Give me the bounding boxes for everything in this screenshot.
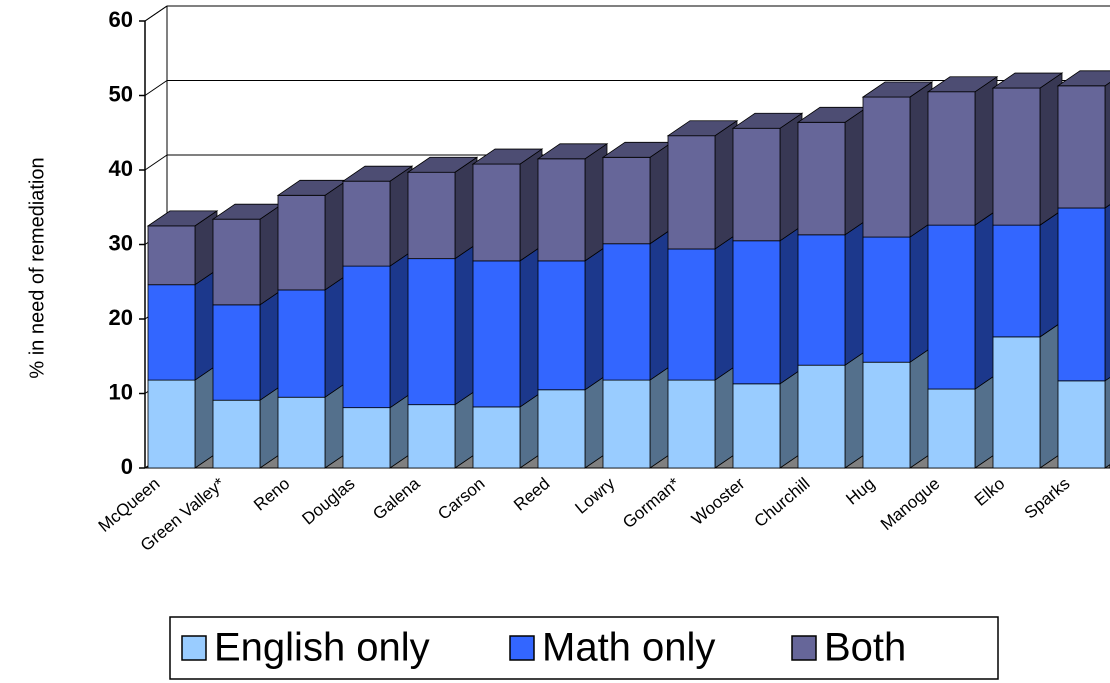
bar: [602, 379, 651, 469]
legend-swatch: [181, 635, 207, 661]
bar: [407, 404, 456, 469]
y-tick-label: 10: [109, 379, 133, 404]
bar: [147, 284, 196, 381]
bar: [797, 234, 846, 366]
bar: [1057, 380, 1106, 469]
bar-top: [1056, 70, 1110, 87]
bar: [732, 383, 781, 469]
bar: [537, 260, 586, 391]
bar: [992, 87, 1041, 226]
bar: [342, 407, 391, 469]
y-tick-label: 60: [109, 7, 133, 32]
y-tick-label: 0: [121, 454, 133, 479]
x-tick-label: Reed: [510, 474, 553, 515]
bar: [992, 224, 1041, 338]
bar-top: [666, 120, 739, 137]
x-tick-label: Reno: [250, 474, 293, 515]
bar-top: [406, 156, 479, 173]
legend-swatch: [509, 635, 535, 661]
bar: [212, 304, 261, 401]
legend-label: Both: [824, 626, 906, 670]
bar: [472, 260, 521, 408]
y-tick-label: 30: [109, 230, 133, 255]
bar-top: [536, 143, 609, 160]
bar-top: [991, 72, 1064, 89]
bar: [212, 218, 261, 306]
bar: [992, 336, 1041, 469]
x-tick-label: Douglas: [298, 474, 358, 529]
bar: [602, 156, 651, 245]
bar-top: [926, 76, 999, 93]
x-tick-label: Carson: [434, 474, 488, 524]
y-tick-label: 40: [109, 156, 133, 181]
bar: [277, 289, 326, 398]
y-axis-label: % in need of remediation: [26, 157, 48, 378]
legend-swatch: [791, 635, 817, 661]
bar: [927, 224, 976, 390]
bar: [797, 364, 846, 469]
bar-side: [1104, 204, 1110, 382]
bar: [732, 240, 781, 385]
bar: [277, 396, 326, 469]
bar-top: [731, 112, 804, 129]
bar: [537, 389, 586, 469]
bar: [537, 158, 586, 262]
bar: [342, 265, 391, 409]
bar: [212, 399, 261, 469]
bar: [862, 96, 911, 238]
bar: [862, 236, 911, 363]
bar: [927, 91, 976, 226]
bar-top: [341, 165, 414, 182]
x-tick-label: Churchill: [751, 474, 814, 531]
bar-side: [1104, 81, 1110, 209]
bar-top: [471, 148, 544, 165]
bar: [472, 163, 521, 262]
x-tick-label: Lowry: [571, 474, 618, 518]
x-tick-label: Elko: [971, 474, 1009, 510]
bar: [1057, 207, 1106, 382]
bar: [1057, 85, 1106, 209]
bar: [472, 406, 521, 469]
x-tick-label: Wooster: [688, 474, 749, 529]
bar: [862, 361, 911, 469]
x-tick-label: Gorman*: [619, 474, 684, 533]
bar: [732, 127, 781, 242]
legend: English only Math only Both: [169, 616, 999, 680]
bar: [407, 171, 456, 260]
x-tick-label: Manogue: [877, 474, 944, 534]
bar: [342, 180, 391, 267]
bar: [407, 258, 456, 406]
bar: [602, 243, 651, 381]
bar: [797, 121, 846, 236]
bar: [667, 379, 716, 469]
bar-side: [1104, 376, 1110, 469]
grid-line: [144, 5, 168, 22]
bar-top: [146, 210, 219, 227]
bar: [927, 388, 976, 469]
x-tick-label: Sparks: [1021, 474, 1074, 523]
bar: [667, 135, 716, 250]
bar: [277, 194, 326, 291]
y-tick-label: 20: [109, 305, 133, 330]
bar: [147, 225, 196, 286]
x-tick-label: Hug: [842, 474, 878, 509]
y-tick-label: 50: [109, 81, 133, 106]
bar: [667, 248, 716, 381]
grid-line: [144, 154, 168, 171]
legend-label: Math only: [542, 626, 715, 670]
grid-line: [144, 80, 168, 96]
legend-box: [169, 616, 999, 680]
x-tick-label: Galena: [369, 474, 424, 524]
legend-label: English only: [214, 626, 430, 670]
bar: [147, 379, 196, 469]
bar-top: [861, 81, 934, 98]
